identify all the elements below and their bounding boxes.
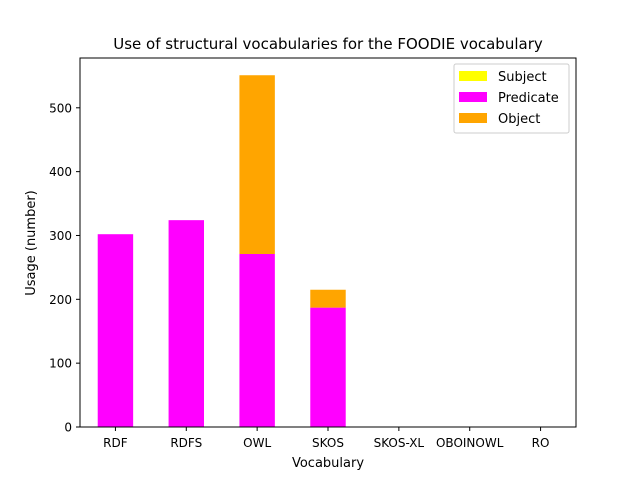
legend-label-object: Object: [498, 112, 540, 127]
x-tick-label-owl: OWL: [243, 436, 271, 450]
y-tick-label: 0: [64, 421, 72, 435]
bar-object-owl: [239, 75, 275, 254]
x-tick-label-ro: RO: [532, 436, 550, 450]
y-tick-label: 200: [49, 293, 72, 307]
bar-predicate-rdf: [97, 234, 134, 427]
y-tick-label: 300: [49, 229, 72, 243]
y-tick-label: 500: [49, 101, 72, 115]
legend-label-predicate: Predicate: [498, 91, 559, 106]
y-axis-label: Usage (number): [24, 190, 39, 296]
bars-layer: [97, 75, 346, 427]
x-tick-label-rdfs: RDFS: [170, 436, 202, 450]
x-tick-label-oboinowl: OBOINOWL: [436, 436, 504, 450]
axes-layer: 0 100 200 300 400 500 RDF RDFS OWL SKOS SKOS-XL OBO…: [49, 57, 577, 450]
x-tick-label-rdf: RDF: [103, 436, 128, 450]
bar-object-skos: [310, 289, 346, 308]
x-tick-label-skos: SKOS: [312, 436, 344, 450]
bar-predicate-rdfs: [168, 220, 204, 427]
bar-predicate-skos: [310, 307, 346, 427]
x-axis-label: Vocabulary: [292, 456, 364, 471]
bar-predicate-owl: [239, 253, 275, 427]
chart-title: Use of structural vocabularies for the F…: [113, 35, 543, 53]
y-tick-label: 400: [49, 165, 72, 179]
legend-swatch-predicate: [459, 92, 487, 102]
legend-swatch-object: [459, 113, 487, 123]
legend-swatch-subject: [459, 71, 487, 81]
legend-label-subject: Subject: [498, 70, 547, 85]
legend: Subject Predicate Object: [453, 63, 570, 134]
y-tick-label: 100: [49, 357, 72, 371]
x-tick-label-skos-xl: SKOS-XL: [374, 436, 425, 450]
